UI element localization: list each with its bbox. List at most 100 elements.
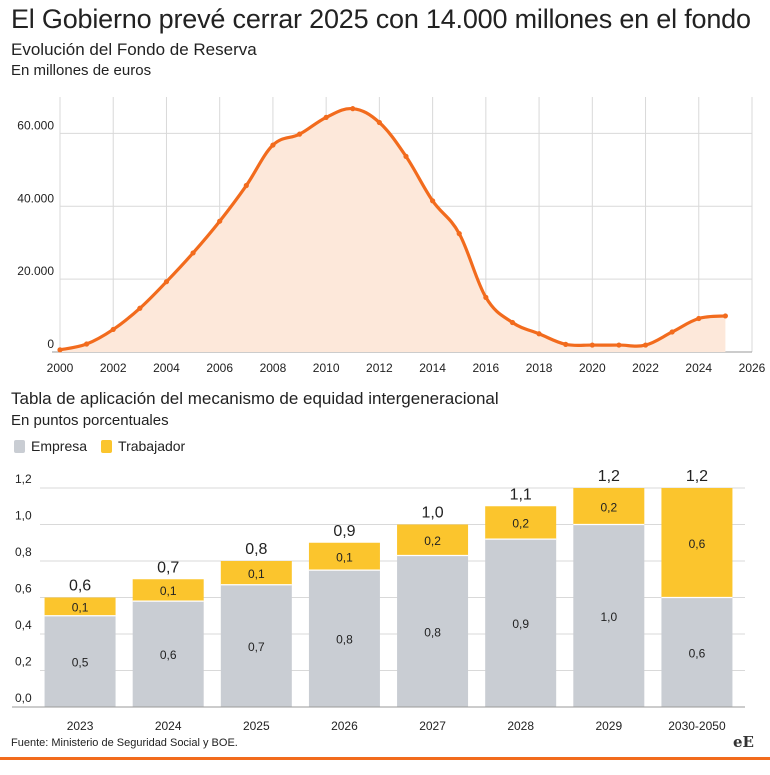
bar-trabajador: [220, 561, 292, 585]
data-point: [350, 106, 356, 112]
x-tick-label: 2006: [206, 361, 233, 375]
y-tick-label: 40.000: [17, 191, 54, 205]
y-tick-label: 0: [47, 337, 54, 351]
data-point: [57, 347, 63, 353]
legend-label-trabajador: Trabajador: [118, 438, 186, 454]
legend-swatch-trabajador: [101, 439, 113, 453]
y-tick-label: 60.000: [17, 118, 54, 132]
bar-label-trabajador: 0,2: [512, 517, 529, 531]
bar-label-trabajador: 0,1: [336, 550, 353, 564]
x-tick-label: 2002: [100, 361, 127, 375]
legend-swatch-empresa: [14, 439, 25, 453]
bar-legend: Empresa Trabajador: [14, 438, 199, 454]
bar-total-label: 1,1: [510, 486, 532, 503]
y-tick-label: 1,0: [15, 509, 32, 523]
data-point: [296, 131, 303, 137]
reserve-fund-area-chart: 2000 2002 2004 2006 2008 2010 2012 2014 2016 2018…: [17, 97, 766, 375]
data-point: [137, 305, 143, 311]
y-tick-label: 0,2: [15, 655, 32, 669]
x-tick-label: 2014: [419, 361, 446, 375]
bar-total-label: 0,6: [69, 578, 91, 595]
bar-empresa: [485, 539, 557, 707]
x-tick-label: 2024: [685, 361, 712, 375]
bar-empresa: [44, 615, 116, 707]
data-point: [243, 182, 249, 189]
bar-total-label: 0,9: [333, 523, 355, 540]
data-point: [430, 198, 436, 204]
source-note: Fuente: Ministerio de Seguridad Social y…: [11, 737, 238, 749]
y-tick-label: 0,4: [15, 618, 32, 632]
bar-empresa: [397, 555, 469, 707]
x-category-label: 2023: [67, 719, 94, 733]
data-point: [217, 218, 223, 224]
y-tick-label: 0,0: [15, 691, 32, 705]
y-tick-label: 0,6: [15, 582, 32, 596]
bar-label-trabajador: 0,1: [72, 601, 89, 615]
data-point: [722, 313, 728, 319]
data-point: [456, 231, 462, 237]
data-point: [376, 119, 382, 126]
bar-empresa: [573, 524, 645, 707]
data-point: [110, 326, 116, 333]
x-category-label: 2027: [419, 719, 446, 733]
bar-label-empresa: 0,6: [160, 648, 177, 662]
data-point: [536, 331, 542, 337]
data-point: [563, 341, 569, 347]
data-point: [190, 250, 196, 256]
chart-unit: En millones de euros: [11, 62, 152, 79]
y-tick-label: 1,2: [15, 472, 32, 486]
bar-label-empresa: 0,8: [336, 633, 353, 647]
data-point: [696, 315, 702, 322]
bar-label-empresa: 0,6: [689, 646, 706, 660]
x-category-label: 2026: [331, 719, 358, 733]
bar-total-label: 1,2: [686, 468, 708, 485]
series-line: [58, 106, 727, 352]
publisher-logo: eE: [733, 733, 754, 751]
y-tick-label: 0,8: [15, 545, 32, 559]
data-point: [323, 114, 329, 120]
area-fill: [60, 108, 726, 352]
bar-trabajador: [573, 488, 645, 525]
bar-empresa: [661, 597, 733, 707]
x-tick-label: 2004: [153, 361, 180, 375]
table-subtitle: Tabla de aplicación del mecanismo de equ…: [11, 389, 499, 408]
bar-label-empresa: 0,8: [424, 625, 441, 639]
bar-trabajador: [397, 524, 469, 556]
data-point: [642, 342, 649, 348]
data-point: [84, 341, 90, 347]
x-tick-label: 2022: [632, 361, 659, 375]
bar-trabajador: [661, 488, 733, 598]
chart-subtitle: Evolución del Fondo de Reserva: [11, 40, 257, 59]
bottom-accent-bar: [0, 757, 770, 760]
data-point: [270, 142, 276, 148]
bar-label-empresa: 0,9: [512, 617, 529, 631]
bar-total-label: 1,0: [421, 505, 443, 522]
legend-item-empresa: Empresa: [14, 438, 87, 454]
bar-trabajador: [132, 579, 204, 602]
x-tick-label: 2000: [47, 361, 74, 375]
data-point: [403, 153, 409, 159]
x-category-label: 2024: [155, 719, 182, 733]
legend-item-trabajador: Trabajador: [101, 438, 185, 454]
chart-title: El Gobierno prevé cerrar 2025 con 14.000…: [11, 4, 751, 34]
bar-label-trabajador: 0,2: [424, 534, 441, 548]
x-tick-label: 2012: [366, 361, 393, 375]
bar-total-label: 1,2: [598, 468, 620, 485]
data-point: [483, 294, 489, 300]
x-category-label: 2028: [507, 719, 534, 733]
bar-label-trabajador: 0,6: [689, 537, 706, 551]
bar-empresa: [308, 570, 380, 707]
bar-trabajador: [44, 597, 116, 616]
x-tick-label: 2026: [739, 361, 766, 375]
x-tick-label: 2016: [472, 361, 499, 375]
x-category-label: 2029: [595, 719, 622, 733]
bar-empresa: [220, 584, 292, 707]
bar-label-empresa: 0,7: [248, 640, 265, 654]
x-tick-label: 2020: [579, 361, 606, 375]
table-unit: En puntos porcentuales: [11, 412, 169, 429]
x-category-label: 2030-2050: [668, 719, 726, 733]
x-category-label: 2025: [243, 719, 270, 733]
x-tick-label: 2010: [313, 361, 340, 375]
legend-label-empresa: Empresa: [31, 438, 88, 454]
data-point: [509, 319, 516, 326]
